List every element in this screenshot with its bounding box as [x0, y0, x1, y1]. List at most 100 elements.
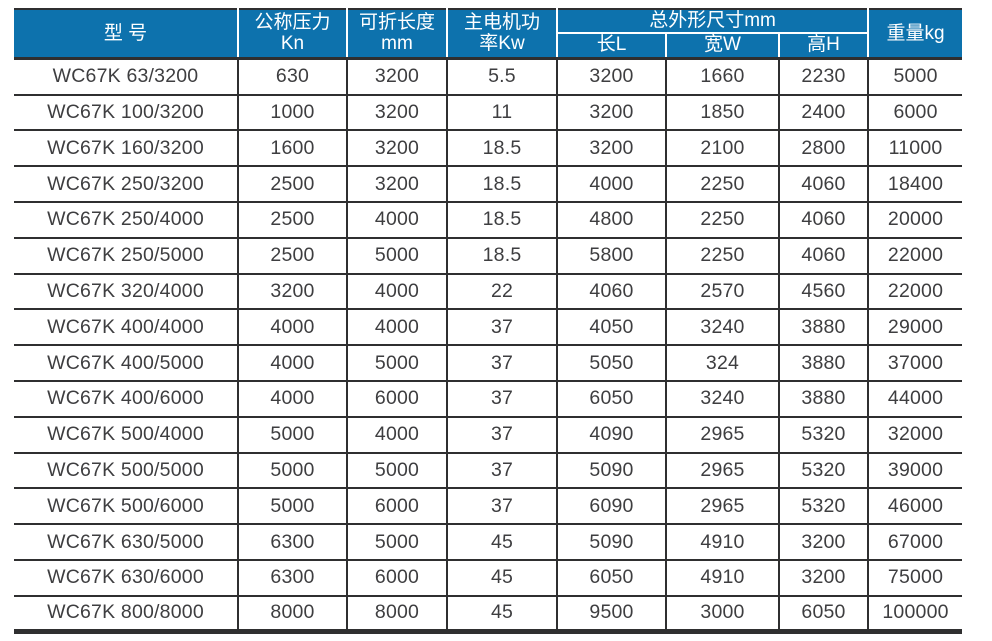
header-model-label: 型 号: [103, 22, 148, 44]
cell-dim-width: 2570: [665, 272, 780, 311]
cell-weight-kg: 11000: [867, 129, 963, 168]
cell-motor-power-kw: 37: [446, 344, 558, 382]
cell-pressure-kn: 4000: [237, 379, 348, 418]
header-dim-height: 高H: [777, 32, 869, 60]
cell-dim-height: 5320: [777, 487, 870, 526]
cell-pressure-kn: 1600: [237, 129, 348, 168]
table-row: WC67K 500/6000 5000 6000 37 6090 2965 5320 4600…: [14, 487, 963, 526]
cell-model: WC67K 500/4000: [14, 415, 239, 454]
header-pressure-label: 公称压力: [254, 11, 331, 33]
cell-pressure-kn: 2500: [237, 165, 348, 203]
cell-fold-length-mm: 5000: [346, 344, 448, 382]
cell-dim-height: 4060: [777, 200, 870, 239]
cell-fold-length-mm: 3200: [346, 93, 448, 132]
cell-dim-length: 4060: [556, 272, 667, 311]
cell-motor-power-kw: 45: [446, 558, 558, 597]
cell-weight-kg: 67000: [867, 523, 963, 561]
cell-fold-length-mm: 4000: [346, 415, 448, 454]
cell-dim-height: 2400: [777, 93, 870, 132]
cell-motor-power-kw: 37: [446, 415, 558, 454]
cell-dim-length: 6050: [556, 558, 667, 597]
cell-model: WC67K 100/3200: [14, 93, 239, 132]
table-row: WC67K 400/6000 4000 6000 37 6050 3240 3880 4400…: [14, 379, 963, 418]
cell-dim-height: 2230: [777, 57, 870, 96]
cell-model: WC67K 500/6000: [14, 487, 239, 526]
header-fold-length-label: 可折长度: [358, 11, 435, 33]
cell-weight-kg: 18400: [867, 165, 963, 203]
cell-motor-power-kw: 5.5: [446, 57, 558, 96]
cell-motor-power-kw: 37: [446, 451, 558, 490]
cell-dim-height: 6050: [777, 594, 870, 635]
cell-model: WC67K 500/5000: [14, 451, 239, 490]
header-weight-label: 重量kg: [886, 22, 945, 44]
cell-weight-kg: 5000: [867, 57, 963, 96]
cell-dim-length: 4000: [556, 165, 667, 203]
cell-model: WC67K 400/6000: [14, 379, 239, 418]
cell-pressure-kn: 5000: [237, 487, 348, 526]
cell-weight-kg: 32000: [867, 415, 963, 454]
cell-weight-kg: 20000: [867, 200, 963, 239]
cell-model: WC67K 320/4000: [14, 272, 239, 311]
table-row: WC67K 800/8000 8000 8000 45 9500 3000 6050 1000…: [14, 594, 963, 635]
cell-weight-kg: 22000: [867, 272, 963, 311]
cell-dim-length: 3200: [556, 93, 667, 132]
cell-dim-width: 4910: [665, 523, 780, 561]
cell-dim-width: 3240: [665, 379, 780, 418]
cell-dim-height: 4060: [777, 165, 870, 203]
table-row: WC67K 320/4000 3200 4000 22 4060 2570 4560 2200…: [14, 272, 963, 311]
cell-pressure-kn: 4000: [237, 308, 348, 347]
cell-pressure-kn: 2500: [237, 200, 348, 239]
cell-fold-length-mm: 8000: [346, 594, 448, 635]
cell-fold-length-mm: 6000: [346, 379, 448, 418]
cell-dim-width: 2250: [665, 165, 780, 203]
header-dim-width: 宽W: [665, 32, 780, 60]
cell-motor-power-kw: 11: [446, 93, 558, 132]
table-row: WC67K 160/3200 1600 3200 18.5 3200 2100 2800 11…: [14, 129, 963, 168]
cell-dim-width: 1660: [665, 57, 780, 96]
cell-dim-length: 4800: [556, 200, 667, 239]
cell-weight-kg: 29000: [867, 308, 963, 347]
table-row: WC67K 630/6000 6300 6000 45 6050 4910 3200 7500…: [14, 558, 963, 597]
cell-dim-width: 2100: [665, 129, 780, 168]
cell-dim-width: 2965: [665, 451, 780, 490]
table-row: WC67K 500/4000 5000 4000 37 4090 2965 5320 3200…: [14, 415, 963, 454]
cell-motor-power-kw: 22: [446, 272, 558, 311]
header-pressure: 公称压力 Kn: [237, 8, 348, 60]
cell-dim-height: 5320: [777, 415, 870, 454]
header-pressure-unit: Kn: [280, 33, 305, 55]
cell-pressure-kn: 8000: [237, 594, 348, 635]
cell-model: WC67K 250/5000: [14, 236, 239, 275]
cell-fold-length-mm: 4000: [346, 308, 448, 347]
table-row: WC67K 400/5000 4000 5000 37 5050 324 3880 37000: [14, 344, 963, 382]
cell-dim-height: 3880: [777, 379, 870, 418]
cell-pressure-kn: 6300: [237, 558, 348, 597]
cell-motor-power-kw: 45: [446, 594, 558, 635]
table-row: WC67K 100/3200 1000 3200 11 3200 1850 2400 6000: [14, 93, 963, 132]
header-dimensions-group: 总外形尺寸mm: [555, 8, 870, 34]
cell-dim-length: 3200: [556, 129, 667, 168]
header-motor-power-unit: 率Kw: [479, 33, 525, 55]
cell-fold-length-mm: 6000: [346, 558, 448, 597]
cell-dim-length: 5050: [556, 344, 667, 382]
table-row: WC67K 250/4000 2500 4000 18.5 4800 2250 4060 20…: [14, 200, 963, 239]
header-fold-length-unit: mm: [381, 33, 413, 55]
cell-weight-kg: 37000: [867, 344, 963, 382]
cell-dim-length: 4090: [556, 415, 667, 454]
cell-dim-width: 2250: [665, 236, 780, 275]
header-fold-length: 可折长度 mm: [346, 8, 448, 60]
header-motor-power: 主电机功 率Kw: [446, 8, 558, 60]
cell-pressure-kn: 630: [237, 57, 348, 96]
cell-pressure-kn: 6300: [237, 523, 348, 561]
cell-dim-length: 5800: [556, 236, 667, 275]
cell-dim-height: 4060: [777, 236, 870, 275]
cell-motor-power-kw: 37: [446, 487, 558, 526]
cell-fold-length-mm: 5000: [346, 451, 448, 490]
cell-dim-width: 3240: [665, 308, 780, 347]
cell-model: WC67K 630/5000: [14, 523, 239, 561]
cell-dim-length: 5090: [556, 523, 667, 561]
header-model: 型 号: [14, 8, 239, 60]
cell-fold-length-mm: 5000: [346, 236, 448, 275]
cell-model: WC67K 630/6000: [14, 558, 239, 597]
cell-weight-kg: 44000: [867, 379, 963, 418]
cell-weight-kg: 46000: [867, 487, 963, 526]
